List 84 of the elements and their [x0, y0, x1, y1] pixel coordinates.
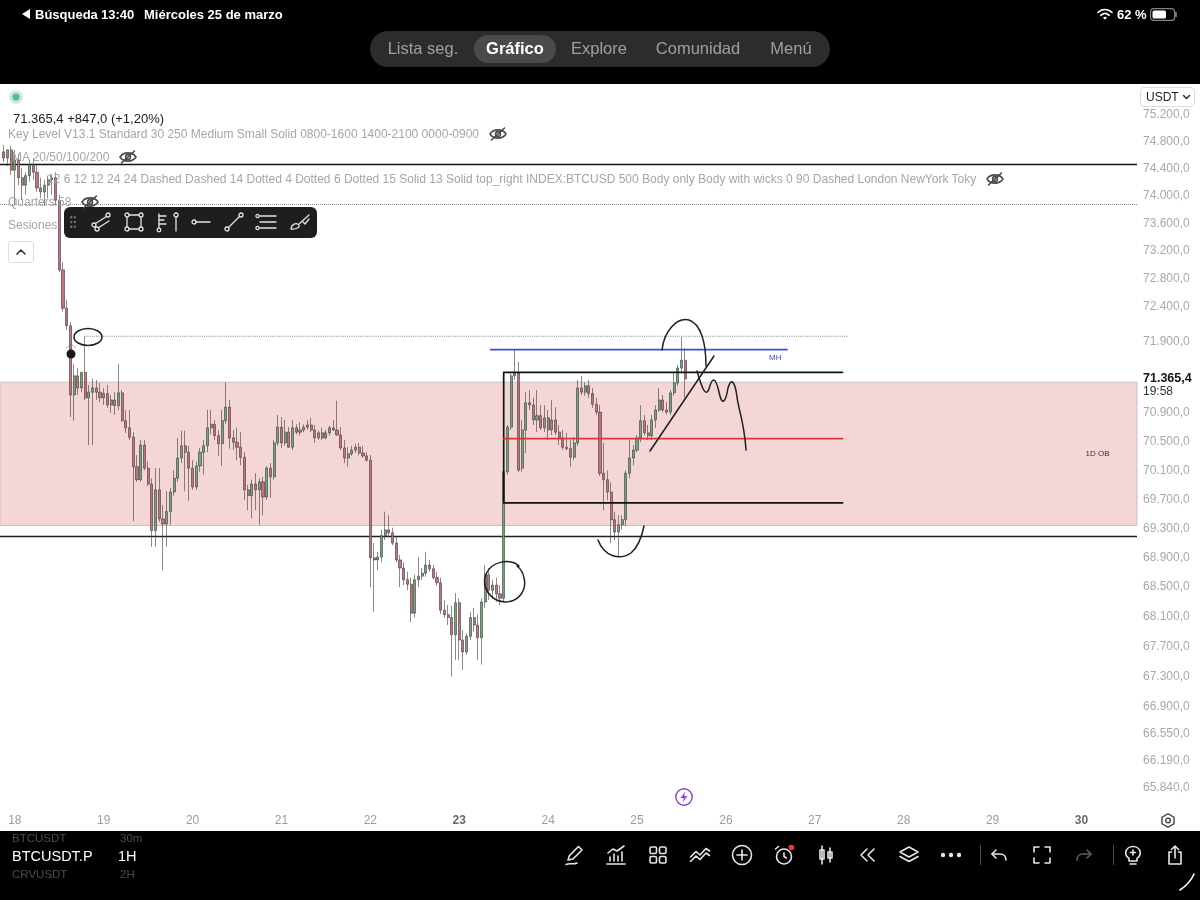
text: 71.365,4 [1143, 370, 1192, 386]
text: 2H [120, 868, 135, 882]
y-tick-label: 67.700,0 [1143, 638, 1191, 653]
x-tick-label: 25 [630, 813, 645, 827]
candlestick [354, 443, 357, 454]
y-tick-label: 66.550,0 [1143, 725, 1191, 740]
text: Búsqueda [35, 7, 98, 23]
x-tick-label: 18 [8, 813, 22, 827]
y-tick-label: 74.400,0 [1143, 161, 1191, 176]
x-tick-label: 26 [719, 813, 733, 827]
candlestick [2, 144, 5, 163]
candlestick [495, 577, 498, 603]
y-tick-label: 71.900,0 [1143, 334, 1191, 349]
x-tick-label: 29 [985, 813, 1000, 827]
candlestick [298, 421, 302, 437]
x-tick-label: 23 [452, 813, 467, 827]
y-tick-label: 73.200,0 [1143, 243, 1191, 258]
x-tick-label: 22 [363, 813, 378, 827]
text: BTCUSDT.P [12, 848, 93, 866]
candlestick [324, 429, 327, 440]
series-label: MH [769, 353, 782, 363]
x-tick-label: 24 [541, 813, 556, 827]
y-tick-label: 75.200,0 [1143, 107, 1191, 121]
x-tick-label: 20 [185, 813, 200, 827]
x-tick-label: 21 [274, 813, 289, 827]
y-tick-label: 70.100,0 [1143, 462, 1191, 477]
x-tick-label: 27 [808, 813, 822, 827]
text: BTCUSDT [12, 832, 67, 846]
candlestick [302, 423, 305, 433]
text: 1H [118, 848, 137, 866]
annotation: Key Level V13.1 Standard 30 250 Medium Small Solid 0800-1600 1400-2100 0000-0900 [8, 127, 479, 142]
y-tick-label: 67.300,0 [1143, 668, 1191, 683]
y-tick-label: 74.800,0 [1143, 134, 1191, 148]
text: Gráfico [486, 39, 544, 59]
y-tick-label: 73.600,0 [1143, 215, 1191, 230]
annotation: Sesiones [8, 218, 58, 233]
text: Comunidad [655, 39, 741, 59]
candlestick [561, 429, 564, 451]
y-tick-label: 66.190,0 [1143, 753, 1191, 768]
candlestick [102, 387, 105, 406]
chart-title: 71.365,4 +847,0 (+1,20%) [13, 111, 165, 126]
candlestick [98, 382, 102, 403]
text: 19:58 [1143, 384, 1174, 399]
y-tick-label: 74.000,0 [1143, 188, 1191, 203]
y-tick-label: 65.840,0 [1143, 780, 1191, 794]
x-tick-label: 19 [97, 813, 111, 827]
text: Explore [571, 39, 627, 59]
x-tick-label: 28 [896, 813, 911, 827]
candlestick [291, 419, 294, 451]
y-tick-label: 68.500,0 [1143, 579, 1191, 594]
band-label: 1D OB [1085, 449, 1110, 459]
candlestick [280, 416, 283, 449]
text: 62 % [1117, 7, 1147, 23]
text: Menú [770, 39, 812, 59]
dropdown-field: USDT [1140, 87, 1195, 107]
candlestick [535, 389, 539, 433]
y-tick-label: 70.500,0 [1143, 433, 1191, 448]
y-tick-label: 69.300,0 [1143, 520, 1191, 535]
candlestick [361, 445, 365, 459]
candlestick [106, 384, 109, 409]
candlestick [154, 467, 157, 548]
text: Miércoles 25 de marzo [144, 7, 283, 23]
y-tick-label: 66.900,0 [1143, 699, 1191, 714]
y-tick-label: 72.400,0 [1143, 299, 1191, 314]
y-tick-label: 68.900,0 [1143, 549, 1191, 564]
candlestick [424, 551, 427, 578]
y-tick-label: 70.900,0 [1143, 405, 1191, 420]
text: CRVUSDT [12, 868, 68, 882]
candlestick [321, 427, 324, 441]
candlestick [358, 442, 361, 456]
y-tick-label: 68.100,0 [1143, 609, 1191, 624]
candlestick [91, 378, 94, 446]
candlestick [617, 514, 620, 558]
y-tick-label: 69.700,0 [1143, 491, 1191, 506]
candlestick [139, 439, 142, 483]
candlestick [550, 399, 553, 436]
y-tick-label: 72.800,0 [1143, 271, 1191, 286]
candlestick [258, 477, 261, 526]
text: 30m [120, 832, 143, 846]
candlestick [284, 419, 287, 447]
x-tick-label: 30 [1074, 813, 1089, 827]
candlestick [235, 427, 239, 461]
text: Lista seg. [387, 39, 459, 59]
text: 13:40 [101, 7, 135, 23]
